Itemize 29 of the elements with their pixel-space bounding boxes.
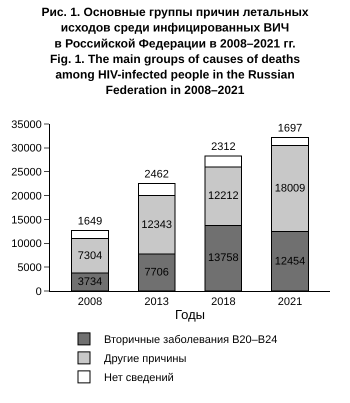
y-tick-label: 0 — [36, 286, 42, 298]
x-tick-label: 2021 — [278, 296, 302, 308]
data-label: 7706 — [144, 266, 169, 279]
y-tick-label: 20000 — [11, 190, 42, 202]
y-tick-label: 35000 — [11, 118, 42, 131]
x-tick-label: 2008 — [78, 296, 102, 308]
legend-label: Вторичные заболевания B20–B24 — [104, 334, 278, 346]
data-label: 13758 — [208, 252, 239, 264]
data-label: 12343 — [141, 218, 172, 231]
data-label: 3734 — [78, 276, 102, 288]
legend-label: Нет сведений — [104, 372, 174, 384]
x-tick-label: 2018 — [211, 296, 236, 308]
y-tick-label: 30000 — [11, 142, 42, 155]
y-tick-label: 10000 — [11, 238, 42, 250]
x-axis-title: Годы — [174, 306, 206, 322]
chart-title: Рис. 1. Основные группы причин летальных исходов среди инфицированных ВИЧ в Российской Федерации в 2008–2021 гг. Fig. 1. The main groups of causes of deaths among HIV-infected people in the Russian Federation in 2008–2021 — [41, 5, 309, 98]
data-label: 1649 — [78, 215, 102, 228]
data-label: 1697 — [278, 122, 302, 135]
data-label: 2462 — [144, 168, 169, 181]
y-tick-label: 25000 — [11, 166, 42, 179]
data-label: 12212 — [208, 190, 239, 202]
data-label: 18009 — [274, 182, 306, 195]
data-label: 2312 — [211, 141, 236, 154]
y-tick-label: 15000 — [11, 214, 42, 226]
data-label: 12454 — [274, 255, 306, 268]
x-tick-label: 2013 — [144, 296, 169, 308]
y-tick-label: 5000 — [17, 262, 42, 274]
legend-label: Другие причины — [104, 353, 186, 366]
data-label: 7304 — [78, 250, 102, 262]
